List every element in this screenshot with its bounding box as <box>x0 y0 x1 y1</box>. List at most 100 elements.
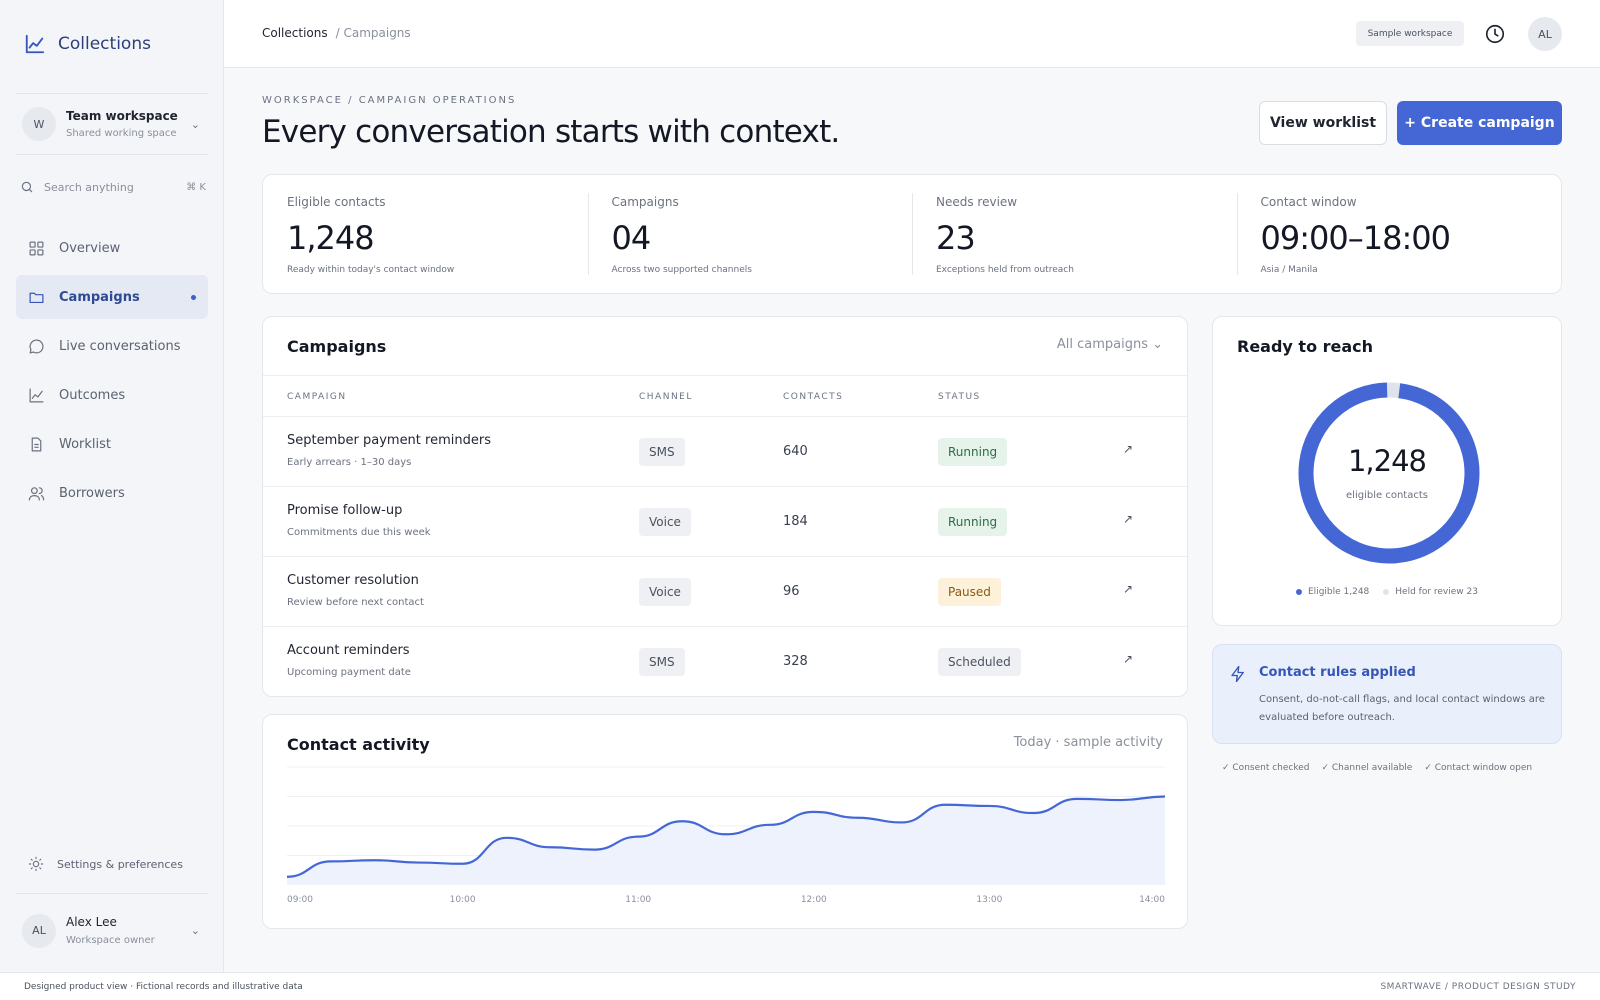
sidebar-item-label: Borrowers <box>59 485 125 501</box>
stat-caption: Ready within today's contact window <box>287 265 455 275</box>
x-tick-label: 14:00 <box>1139 895 1165 905</box>
channel-badge: SMS <box>639 648 685 676</box>
chat-icon <box>29 339 44 353</box>
campaign-filter-dropdown[interactable]: All campaigns ⌄ <box>1056 337 1163 352</box>
breadcrumb: Collections / Campaigns <box>262 26 411 40</box>
search-input[interactable]: Search anything ⌘ K <box>20 176 206 198</box>
user-menu[interactable]: AL Alex Lee Workspace owner ⌄ <box>16 893 208 967</box>
column-header-contacts[interactable]: CONTACTS <box>783 392 844 402</box>
stat-caption: Asia / Manila <box>1260 265 1318 275</box>
settings-label: Settings & preferences <box>57 857 183 871</box>
document-icon <box>31 437 42 451</box>
brand[interactable]: Collections <box>24 33 151 55</box>
x-tick-label: 13:00 <box>976 895 1002 905</box>
campaign-description: Early arrears · 1–30 days <box>287 457 412 468</box>
sidebar-item-borrowers[interactable]: Borrowers <box>16 471 208 515</box>
avatar[interactable]: AL <box>1528 17 1562 51</box>
open-arrow-icon[interactable]: ↗ <box>1123 442 1134 456</box>
donut-legend: Eligible 1,248 Held for review 23 <box>1213 587 1561 597</box>
card-title: Contact activity <box>287 735 430 754</box>
reach-donut-chart <box>1298 382 1480 564</box>
sidebar-item-label: Overview <box>59 240 121 256</box>
sidebar-item-worklist[interactable]: Worklist <box>16 422 208 466</box>
footer-note: Designed product view · Fictional record… <box>24 982 303 992</box>
stat-label: Eligible contacts <box>287 195 386 209</box>
lightning-icon <box>1231 665 1244 683</box>
topbar: Collections / Campaigns Sample workspace… <box>224 0 1600 68</box>
table-row[interactable]: Customer resolution Review before next c… <box>263 557 1187 627</box>
open-arrow-icon[interactable]: ↗ <box>1123 652 1134 666</box>
stat-value: 04 <box>611 219 652 257</box>
contacts-count: 640 <box>783 444 808 459</box>
campaign-name: Customer resolution <box>287 573 419 588</box>
avatar: AL <box>22 913 56 948</box>
search-shortcut: ⌘ K <box>186 181 206 193</box>
legend-swatch <box>1296 588 1302 595</box>
chevron-down-icon: ⌄ <box>190 924 200 937</box>
stat-eligible-contacts: Eligible contacts 1,248 Ready within tod… <box>263 175 588 293</box>
rule-checks: ✓ Consent checked ✓ Channel available ✓ … <box>1222 763 1532 773</box>
chevron-down-icon: ⌄ <box>190 117 200 131</box>
stats-strip: Eligible contacts 1,248 Ready within tod… <box>262 174 1562 294</box>
stat-caption: Exceptions held from outreach <box>936 265 1074 275</box>
grid-icon <box>29 241 44 255</box>
sidebar: Collections W Team workspace Shared work… <box>0 0 224 972</box>
stat-value: 1,248 <box>287 219 375 257</box>
open-arrow-icon[interactable]: ↗ <box>1123 582 1134 596</box>
contact-activity-card: 09:00 10:00 11:00 12:00 13:00 14:00 Contact a… <box>262 714 1188 929</box>
breadcrumb-root[interactable]: Collections <box>262 26 328 40</box>
users-icon <box>28 486 45 500</box>
sidebar-item-live-conversations[interactable]: Live conversations <box>16 324 208 368</box>
sidebar-item-outcomes[interactable]: Outcomes <box>16 373 208 417</box>
workspace-title: Team workspace <box>66 109 178 123</box>
column-header-channel[interactable]: CHANNEL <box>639 392 693 402</box>
stat-label: Needs review <box>936 195 1018 209</box>
settings-link[interactable]: Settings & preferences <box>28 856 183 872</box>
create-campaign-button[interactable]: + Create campaign <box>1397 101 1562 145</box>
breadcrumb-current: / Campaigns <box>335 26 411 40</box>
legend-swatch <box>1383 588 1390 595</box>
column-header-status[interactable]: STATUS <box>938 392 981 402</box>
table-row[interactable]: Promise follow-up Commitments due this w… <box>263 487 1187 557</box>
sidebar-item-campaigns[interactable]: Campaigns <box>16 275 208 319</box>
campaign-name: Promise follow-up <box>287 503 403 518</box>
stat-value: 23 <box>936 219 976 257</box>
active-indicator <box>191 294 196 300</box>
legend-eligible: Eligible 1,248 <box>1296 587 1369 597</box>
user-role: Workspace owner <box>66 935 155 946</box>
workspace-subtitle: Shared working space <box>66 128 177 139</box>
stat-label: Contact window <box>1260 195 1357 209</box>
activity-meta: Today · sample activity <box>1013 735 1163 750</box>
campaign-description: Commitments due this week <box>287 527 431 538</box>
line-chart-icon <box>25 34 45 54</box>
legend-label: Eligible 1,248 <box>1308 587 1370 597</box>
contacts-count: 184 <box>783 514 808 529</box>
status-badge: Running <box>938 438 1008 466</box>
activity-line <box>286 795 1166 878</box>
x-tick-label: 09:00 <box>287 895 313 905</box>
channel-badge: Voice <box>639 508 691 536</box>
line-chart-icon <box>29 388 44 402</box>
legend-label: Held for review 23 <box>1395 587 1478 597</box>
column-header-campaign[interactable]: CAMPAIGN <box>287 392 347 402</box>
open-arrow-icon[interactable]: ↗ <box>1123 512 1134 526</box>
stat-value: 09:00–18:00 <box>1260 219 1451 257</box>
stat-label: Campaigns <box>611 195 679 209</box>
workspace-switcher[interactable]: W Team workspace Shared working space ⌄ <box>16 93 208 155</box>
clock-icon[interactable] <box>1484 23 1506 45</box>
table-row[interactable]: September payment reminders Early arrear… <box>263 417 1187 487</box>
check-consent: ✓ Consent checked <box>1222 763 1310 773</box>
sidebar-item-overview[interactable]: Overview <box>16 226 208 270</box>
campaign-description: Review before next contact <box>287 597 424 608</box>
ready-to-reach-card: Ready to reach 1,248 eligible contacts E… <box>1212 316 1562 626</box>
table-row[interactable]: Account reminders Upcoming payment date … <box>263 627 1187 696</box>
brand-name: Collections <box>58 34 151 54</box>
check-window: ✓ Contact window open <box>1424 763 1533 773</box>
card-title: Ready to reach <box>1237 337 1374 356</box>
donut-label: eligible contacts <box>1346 490 1428 501</box>
rules-description: Consent, do-not-call flags, and local co… <box>1259 694 1545 723</box>
workspace-badge: Sample workspace <box>1356 21 1464 46</box>
table-header: CAMPAIGN CHANNEL CONTACTS STATUS <box>263 375 1187 417</box>
sun-icon <box>28 856 44 872</box>
view-worklist-button[interactable]: View worklist <box>1259 101 1387 145</box>
